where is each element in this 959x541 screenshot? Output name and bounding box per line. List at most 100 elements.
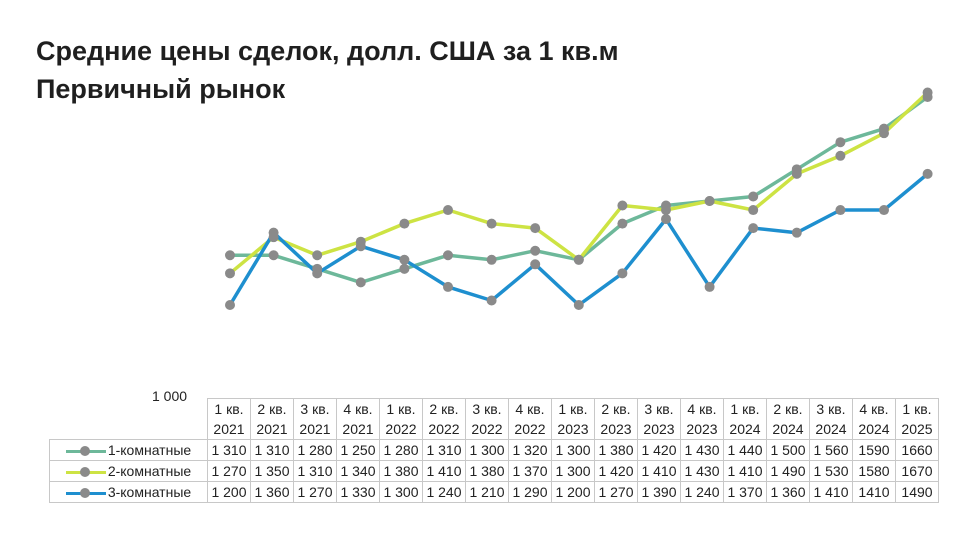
table-value-cell: 1 300 <box>551 460 595 482</box>
data-point <box>835 150 846 161</box>
data-point <box>617 268 628 279</box>
data-point <box>748 205 759 216</box>
quarter-label: 4 кв. <box>859 401 889 417</box>
table-value-cell: 1 360 <box>250 481 294 503</box>
table-value-cell: 1 420 <box>637 439 681 461</box>
table-value-cell: 1 200 <box>207 481 251 503</box>
chart-title-line-2: Первичный рынок <box>36 74 286 104</box>
table-value-cell: 1 410 <box>637 460 681 482</box>
year-label: 2023 <box>600 421 632 437</box>
data-point <box>835 137 846 148</box>
table-value-cell: 1 250 <box>336 439 380 461</box>
line-chart <box>225 87 933 310</box>
quarter-label: 2 кв. <box>257 401 287 417</box>
table-value-cell: 1 310 <box>250 439 294 461</box>
data-point <box>835 205 846 216</box>
quarter-label: 2 кв. <box>773 401 803 417</box>
data-point <box>443 205 453 216</box>
table-value-cell: 1580 <box>852 460 896 482</box>
quarter-label: 3 кв. <box>644 401 674 417</box>
table-row: 2-комнатные 1 270 1 350 1 310 1 340 1 380 1 41… <box>49 460 939 482</box>
quarter-label: 1 кв. <box>214 401 244 417</box>
table-header-cell: 4 кв. 2024 <box>852 398 896 440</box>
data-point <box>661 214 671 225</box>
table-value-cell: 1660 <box>895 439 939 461</box>
data-point <box>791 227 802 238</box>
table-header-cell: 3 кв. 2024 <box>809 398 853 440</box>
legend-key-icon <box>65 488 106 499</box>
table-value-cell: 1 370 <box>723 481 767 503</box>
series-name: 3-комнатные <box>107 484 192 500</box>
table-value-cell: 1 240 <box>422 481 466 503</box>
table-value-cell: 1 290 <box>508 481 552 503</box>
quarter-label: 1 кв. <box>730 401 760 417</box>
quarter-label: 1 кв. <box>558 401 588 417</box>
series-line-1 <box>230 95 929 285</box>
data-point <box>617 218 628 229</box>
year-label: 2022 <box>428 421 460 437</box>
table-value-cell: 1 240 <box>680 481 724 503</box>
data-point <box>312 268 323 279</box>
table-corner <box>49 398 208 440</box>
table-value-cell: 1 330 <box>336 481 380 503</box>
data-point <box>573 300 584 310</box>
series-label-cell: 3-комнатные <box>49 481 208 503</box>
table-value-cell: 1 530 <box>809 460 853 482</box>
table-header-cell: 1 кв. 2023 <box>551 398 595 440</box>
quarter-label: 2 кв. <box>601 401 631 417</box>
year-label: 2021 <box>256 421 288 437</box>
chart-title-line-1: Средние цены сделок, долл. США за 1 кв.м <box>36 36 619 66</box>
data-point <box>486 254 497 265</box>
data-point <box>879 205 889 216</box>
year-label: 2023 <box>686 421 718 437</box>
quarter-label: 4 кв. <box>687 401 717 417</box>
table-value-cell: 1 300 <box>551 439 595 461</box>
year-label: 2022 <box>514 421 546 437</box>
data-point <box>225 300 235 310</box>
table-value-cell: 1 410 <box>422 460 466 482</box>
series-line-3 <box>228 172 929 307</box>
table-value-cell: 1 380 <box>465 460 509 482</box>
data-table: 1 кв. 2021 2 кв. 2021 3 кв. 2021 4 кв. 2021 1 кв… <box>49 398 939 503</box>
table-value-cell: 1 270 <box>594 481 638 503</box>
year-label: 2021 <box>342 421 374 437</box>
table-value-cell: 1 420 <box>594 460 638 482</box>
quarter-label: 2 кв. <box>429 401 459 417</box>
data-point <box>573 254 584 265</box>
table-value-cell: 1590 <box>852 439 896 461</box>
table-value-cell: 1 560 <box>809 439 853 461</box>
data-point <box>661 205 671 216</box>
table-value-cell: 1 380 <box>379 460 423 482</box>
data-point <box>268 227 279 238</box>
data-point <box>922 87 933 98</box>
table-value-cell: 1 210 <box>465 481 509 503</box>
table-value-cell: 1 310 <box>207 439 251 461</box>
data-point <box>791 168 802 179</box>
year-label: 2024 <box>772 421 804 437</box>
table-value-cell: 1 320 <box>508 439 552 461</box>
table-value-cell: 1 490 <box>766 460 810 482</box>
table-header-row: 1 кв. 2021 2 кв. 2021 3 кв. 2021 4 кв. 2021 1 кв… <box>49 398 939 440</box>
table-header-cell: 2 кв. 2023 <box>594 398 638 440</box>
table-value-cell: 1 440 <box>723 439 767 461</box>
table-header-cell: 1 кв. 2025 <box>895 398 939 440</box>
quarter-label: 1 кв. <box>902 401 932 417</box>
year-label: 2023 <box>643 421 675 437</box>
data-point <box>530 259 541 270</box>
table-header-cell: 4 кв. 2023 <box>680 398 724 440</box>
table-row: 3-комнатные 1 200 1 360 1 270 1 330 1 300 1 24… <box>49 481 939 503</box>
data-point <box>225 268 235 279</box>
table-value-cell: 1 340 <box>336 460 380 482</box>
quarter-label: 3 кв. <box>816 401 846 417</box>
table-header-cell: 2 кв. 2022 <box>422 398 466 440</box>
data-point <box>225 250 235 261</box>
table-header-cell: 2 кв. 2021 <box>250 398 294 440</box>
table-header-cell: 4 кв. 2021 <box>336 398 380 440</box>
table-header-cell: 2 кв. 2024 <box>766 398 810 440</box>
year-label: 2024 <box>729 421 761 437</box>
table-value-cell: 1410 <box>852 481 896 503</box>
table-value-cell: 1670 <box>895 460 939 482</box>
data-point <box>748 191 759 202</box>
data-point <box>355 277 366 288</box>
year-label: 2022 <box>385 421 417 437</box>
